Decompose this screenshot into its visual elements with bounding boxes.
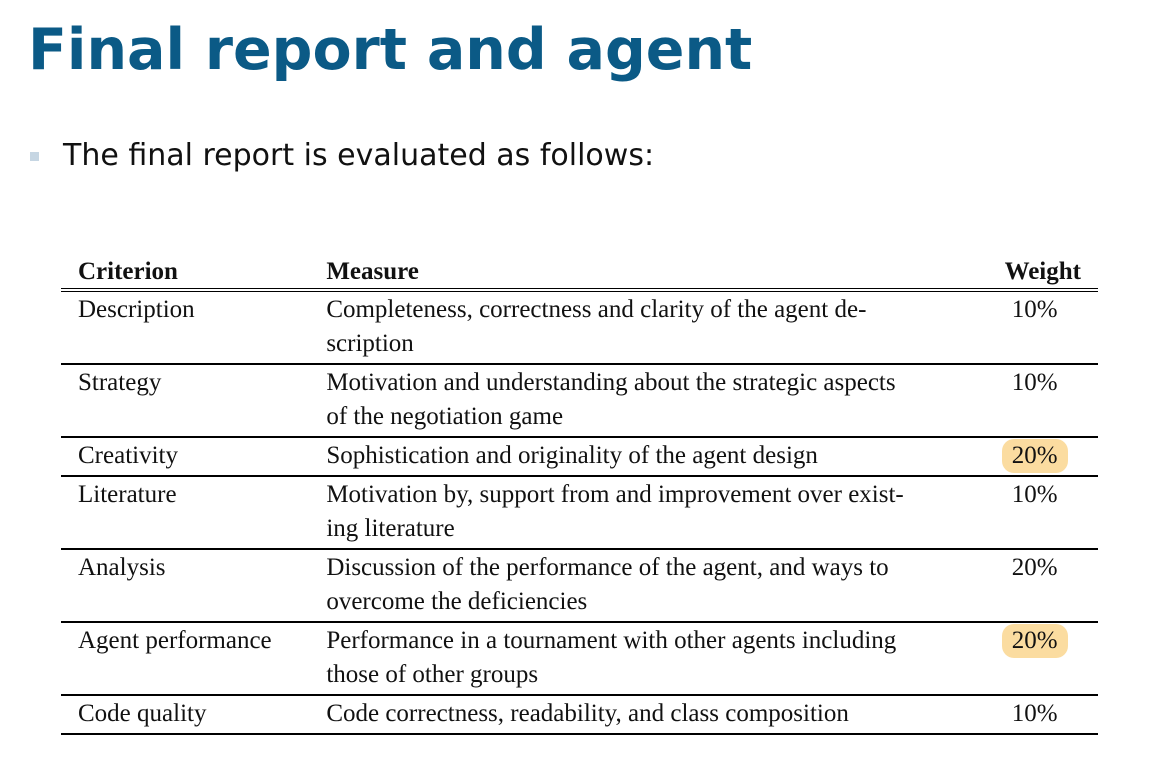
- cell-weight: 20%: [971, 622, 1098, 695]
- weight-value: 10%: [1011, 481, 1058, 508]
- cell-criterion: Strategy: [78, 369, 162, 396]
- header-measure: Measure: [326, 258, 419, 285]
- cell-weight: 10%: [971, 476, 1098, 549]
- cell-criterion: Literature: [78, 481, 177, 508]
- cell-criterion: Description: [78, 296, 195, 323]
- weight-value: 10%: [1011, 700, 1058, 727]
- cell-measure: Performance in a tournament with other a…: [326, 627, 897, 688]
- table-row: Description Completeness, correctness an…: [61, 290, 1098, 364]
- header-criterion: Criterion: [78, 258, 178, 285]
- cell-measure: Sophistication and originality of the ag…: [326, 442, 818, 469]
- evaluation-table: Criterion Measure Weight Description Com…: [61, 246, 1098, 735]
- weight-value-highlighted: 20%: [1001, 624, 1068, 658]
- header-weight: Weight: [1004, 258, 1081, 285]
- weight-value: 10%: [1011, 296, 1058, 323]
- table-row: Creativity Sophistication and originalit…: [61, 437, 1098, 476]
- cell-measure: Completeness, correctness and clarity of…: [326, 296, 867, 357]
- cell-weight: 20%: [971, 437, 1098, 476]
- table-row: Code quality Code correctness, readabili…: [61, 695, 1098, 734]
- table-row: Strategy Motivation and understanding ab…: [61, 364, 1098, 437]
- cell-measure: Code correctness, readability, and class…: [326, 700, 849, 727]
- table-row: Agent performance Performance in a tourn…: [61, 622, 1098, 695]
- weight-value: 10%: [1011, 369, 1058, 396]
- cell-weight: 20%: [971, 549, 1098, 622]
- cell-criterion: Code quality: [78, 700, 207, 727]
- table-row: Literature Motivation by, support from a…: [61, 476, 1098, 549]
- cell-criterion: Creativity: [78, 442, 178, 469]
- cell-measure: Motivation by, support from and improvem…: [326, 481, 904, 542]
- table-header-row: Criterion Measure Weight: [61, 246, 1098, 290]
- weight-value-highlighted: 20%: [1001, 439, 1068, 473]
- bullet-item: The final report is evaluated as follows…: [30, 138, 654, 173]
- bullet-text: The final report is evaluated as follows…: [63, 138, 655, 173]
- slide-title: Final report and agent: [28, 17, 753, 83]
- weight-value: 20%: [1011, 554, 1058, 581]
- cell-measure: Motivation and understanding about the s…: [326, 369, 896, 430]
- bullet-marker-icon: [30, 152, 39, 161]
- table-row: Analysis Discussion of the performance o…: [61, 549, 1098, 622]
- cell-weight: 10%: [971, 290, 1098, 364]
- cell-weight: 10%: [971, 364, 1098, 437]
- cell-weight: 10%: [971, 695, 1098, 734]
- cell-criterion: Analysis: [78, 554, 166, 581]
- cell-criterion: Agent performance: [78, 627, 272, 654]
- cell-measure: Discussion of the performance of the age…: [326, 554, 889, 615]
